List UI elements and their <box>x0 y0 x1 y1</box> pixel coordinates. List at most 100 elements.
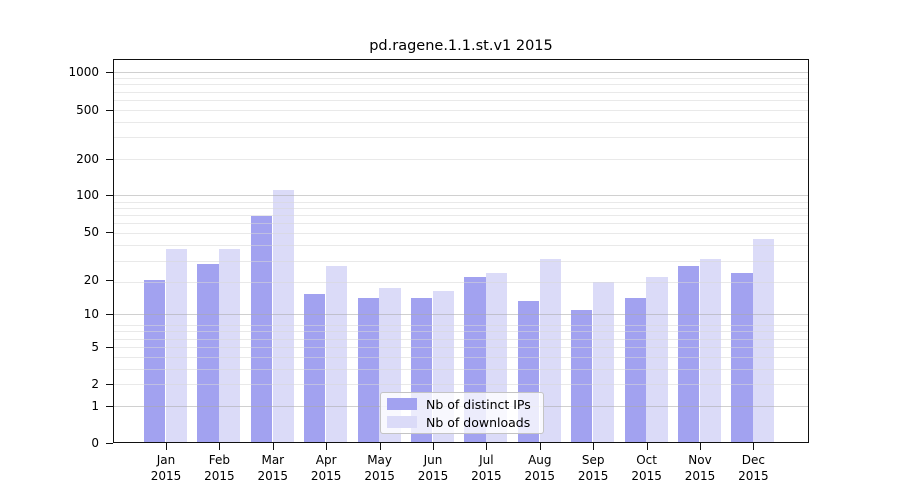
grid-line-minor <box>114 201 808 203</box>
legend-label-downloads: Nb of downloads <box>426 414 531 430</box>
bar-distinct-ips <box>197 264 219 443</box>
x-tick-mark <box>166 443 167 450</box>
bar-downloads <box>326 266 348 443</box>
y-tick-mark <box>106 405 113 407</box>
grid-line-minor <box>114 215 808 217</box>
x-tick-year: 2015 <box>364 469 395 483</box>
x-tick-label: Dec 2015 <box>725 452 781 484</box>
bar-downloads <box>539 258 561 443</box>
x-tick-month: Aug <box>528 453 552 467</box>
bar-downloads <box>165 249 187 443</box>
x-tick-month: Jan <box>156 453 176 467</box>
legend-item-downloads: Nb of downloads <box>387 413 543 431</box>
legend-item-distinct-ips: Nb of distinct IPs <box>387 395 543 413</box>
x-tick-year: 2015 <box>471 469 502 483</box>
x-tick-month: Mar <box>261 453 285 467</box>
x-tick-year: 2015 <box>524 469 556 483</box>
x-tick-label: May 2015 <box>352 452 408 484</box>
x-tick-month: Jul <box>479 453 494 467</box>
y-tick-label: 1000 <box>68 65 99 80</box>
grid-line-major <box>114 72 808 74</box>
x-tick-month: Dec <box>741 453 765 467</box>
bar-distinct-ips <box>357 297 379 443</box>
legend-swatch-downloads <box>387 416 417 428</box>
grid-line-minor <box>114 282 808 284</box>
y-tick-mark <box>106 346 113 348</box>
grid-line-minor <box>114 137 808 139</box>
x-tick-year: 2015 <box>204 469 235 483</box>
chart-title: pd.ragene.1.1.st.v1 2015 <box>369 38 553 54</box>
x-tick-year: 2015 <box>257 469 289 483</box>
grid-line-minor <box>114 121 808 123</box>
y-tick-mark <box>106 279 113 281</box>
grid-line-minor <box>114 338 808 340</box>
bar-distinct-ips <box>624 297 646 443</box>
grid-line-minor <box>114 245 808 247</box>
grid-line-minor <box>114 99 808 101</box>
x-tick-mark <box>433 443 434 450</box>
bar-downloads <box>593 282 615 443</box>
grid-line-major <box>114 195 808 197</box>
y-tick-label: 50 <box>83 225 99 240</box>
y-tick-label: 100 <box>76 188 99 203</box>
x-tick-label: Aug 2015 <box>512 452 568 484</box>
x-tick-month: Nov <box>688 453 712 467</box>
x-tick-label: Feb 2015 <box>191 452 247 484</box>
grid-line-minor <box>114 384 808 386</box>
x-tick-mark <box>700 443 701 450</box>
grid-line-minor <box>114 260 808 262</box>
y-tick-label: 20 <box>83 272 99 287</box>
x-tick-year: 2015 <box>631 469 662 483</box>
grid-line-minor <box>114 78 808 80</box>
y-tick-mark <box>106 443 113 444</box>
x-tick-year: 2015 <box>417 469 449 483</box>
bar-downloads <box>272 190 294 443</box>
bar-downloads <box>753 238 775 443</box>
legend-label-distinct-ips: Nb of distinct IPs <box>426 396 531 412</box>
x-tick-label: Apr 2015 <box>298 452 354 484</box>
grid-line-minor <box>114 325 808 327</box>
bar-distinct-ips <box>731 272 753 443</box>
bar-distinct-ips <box>678 266 700 443</box>
x-tick-mark <box>486 443 488 450</box>
legend: Nb of distinct IPs Nb of downloads <box>380 392 544 434</box>
x-tick-mark <box>379 443 381 450</box>
y-tick-mark <box>106 314 113 316</box>
y-tick-mark <box>106 384 113 386</box>
grid-line-minor <box>114 109 808 111</box>
grid-line-minor <box>114 233 808 235</box>
x-tick-mark <box>219 443 221 450</box>
x-tick-label: Oct 2015 <box>619 452 675 484</box>
grid-line-minor <box>114 91 808 93</box>
bar-distinct-ips <box>571 309 593 443</box>
y-tick-label: 1 <box>91 398 99 413</box>
x-tick-label: Jul 2015 <box>458 452 514 484</box>
x-tick-label: Jun 2015 <box>405 452 461 484</box>
x-tick-month: Oct <box>636 453 657 467</box>
bar-downloads <box>219 249 241 443</box>
x-tick-year: 2015 <box>684 469 716 483</box>
x-tick-mark <box>272 443 274 450</box>
grid-line-minor <box>114 207 808 209</box>
x-tick-mark <box>326 443 328 450</box>
y-tick-mark <box>106 158 113 160</box>
y-tick-label: 5 <box>91 339 99 354</box>
y-tick-mark <box>106 232 113 234</box>
y-tick-label: 0 <box>91 436 99 450</box>
y-tick-label: 200 <box>76 151 99 166</box>
y-tick-label: 500 <box>76 102 99 117</box>
x-tick-year: 2015 <box>150 469 182 483</box>
grid-line-minor <box>114 346 808 348</box>
bar-downloads <box>699 258 721 443</box>
x-tick-month: May <box>367 453 392 467</box>
y-tick-mark <box>106 195 113 197</box>
grid-line-minor <box>114 158 808 160</box>
grid-line-major <box>114 314 808 316</box>
x-tick-month: Jun <box>423 453 443 467</box>
grid-line-minor <box>114 368 808 370</box>
x-tick-mark <box>753 443 755 450</box>
x-tick-label: Nov 2015 <box>672 452 728 484</box>
grid-line-minor <box>114 356 808 358</box>
x-tick-label: Jan 2015 <box>138 452 194 484</box>
